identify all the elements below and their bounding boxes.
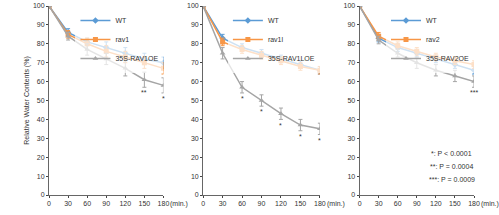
svg-text:WT: WT xyxy=(426,17,438,24)
svg-text:40: 40 xyxy=(347,116,355,123)
svg-text:(min.): (min.) xyxy=(327,200,345,208)
svg-text:*: * xyxy=(162,95,165,102)
svg-text:WT: WT xyxy=(268,17,280,24)
svg-text:40: 40 xyxy=(191,116,199,123)
svg-text:*: * xyxy=(260,108,263,115)
svg-text:35S-RAV2OE: 35S-RAV2OE xyxy=(426,55,469,62)
svg-text:150: 150 xyxy=(295,200,307,207)
svg-text:60: 60 xyxy=(238,200,246,207)
svg-text:150: 150 xyxy=(139,200,151,207)
svg-text:0: 0 xyxy=(195,191,199,198)
svg-text:0: 0 xyxy=(201,200,205,207)
svg-text:60: 60 xyxy=(394,200,402,207)
svg-text:30: 30 xyxy=(219,200,227,207)
svg-text:60: 60 xyxy=(37,78,45,85)
svg-text:40: 40 xyxy=(37,116,45,123)
svg-text:60: 60 xyxy=(83,200,91,207)
svg-text:100: 100 xyxy=(343,2,355,9)
svg-text:0: 0 xyxy=(41,191,45,198)
svg-text:Relative Water Contents (%): Relative Water Contents (%) xyxy=(23,56,31,144)
svg-text:50: 50 xyxy=(347,97,355,104)
svg-text:20: 20 xyxy=(191,154,199,161)
svg-text:90: 90 xyxy=(258,200,266,207)
svg-text:0: 0 xyxy=(47,200,51,207)
svg-text:30: 30 xyxy=(64,200,72,207)
svg-text:20: 20 xyxy=(37,154,45,161)
svg-text:80: 80 xyxy=(347,40,355,47)
svg-text:90: 90 xyxy=(347,21,355,28)
svg-text:**: ** xyxy=(141,89,147,96)
svg-text:10: 10 xyxy=(191,173,199,180)
svg-text:100: 100 xyxy=(33,2,45,9)
svg-text:rav1l: rav1l xyxy=(268,36,284,43)
svg-text:*: * xyxy=(318,137,321,144)
svg-text:*: P < 0.0001: *: P < 0.0001 xyxy=(431,150,472,157)
svg-text:60: 60 xyxy=(191,78,199,85)
svg-text:150: 150 xyxy=(449,200,461,207)
svg-text:30: 30 xyxy=(347,135,355,142)
svg-text:100: 100 xyxy=(187,2,199,9)
svg-text:120: 120 xyxy=(430,200,442,207)
svg-text:60: 60 xyxy=(347,78,355,85)
svg-text:180: 180 xyxy=(468,200,480,207)
svg-text:50: 50 xyxy=(37,97,45,104)
svg-text:10: 10 xyxy=(37,173,45,180)
svg-text:80: 80 xyxy=(191,40,199,47)
svg-text:35S-RAV1OE: 35S-RAV1OE xyxy=(115,55,158,62)
svg-text:90: 90 xyxy=(37,21,45,28)
svg-text:20: 20 xyxy=(347,154,355,161)
svg-text:90: 90 xyxy=(413,200,421,207)
svg-text:180: 180 xyxy=(158,200,170,207)
svg-text:***: P = 0.0009: ***: P = 0.0009 xyxy=(429,176,475,183)
svg-text:70: 70 xyxy=(191,59,199,66)
svg-text:180: 180 xyxy=(314,200,326,207)
svg-text:90: 90 xyxy=(102,200,110,207)
svg-text:*: * xyxy=(241,95,244,102)
svg-text:*: * xyxy=(299,133,302,140)
svg-text:30: 30 xyxy=(191,135,199,142)
svg-text:90: 90 xyxy=(191,21,199,28)
svg-text:120: 120 xyxy=(275,200,287,207)
svg-text:50: 50 xyxy=(191,97,199,104)
svg-text:0: 0 xyxy=(358,200,362,207)
svg-text:***: *** xyxy=(470,89,478,96)
svg-text:10: 10 xyxy=(347,173,355,180)
svg-text:80: 80 xyxy=(37,40,45,47)
svg-text:70: 70 xyxy=(37,59,45,66)
svg-text:(min.): (min.) xyxy=(481,200,499,208)
svg-text:120: 120 xyxy=(119,200,131,207)
svg-text:0: 0 xyxy=(351,191,355,198)
svg-text:**: P = 0.0004: **: P = 0.0004 xyxy=(430,163,473,170)
svg-text:*: * xyxy=(279,122,282,129)
svg-text:WT: WT xyxy=(115,17,127,24)
svg-text:rav2: rav2 xyxy=(426,36,440,43)
svg-text:30: 30 xyxy=(375,200,383,207)
svg-text:rav1: rav1 xyxy=(115,36,129,43)
svg-text:(min.): (min.) xyxy=(170,200,188,208)
svg-text:35S-RAV1LOE: 35S-RAV1LOE xyxy=(268,55,315,62)
svg-text:70: 70 xyxy=(347,59,355,66)
svg-text:30: 30 xyxy=(37,135,45,142)
